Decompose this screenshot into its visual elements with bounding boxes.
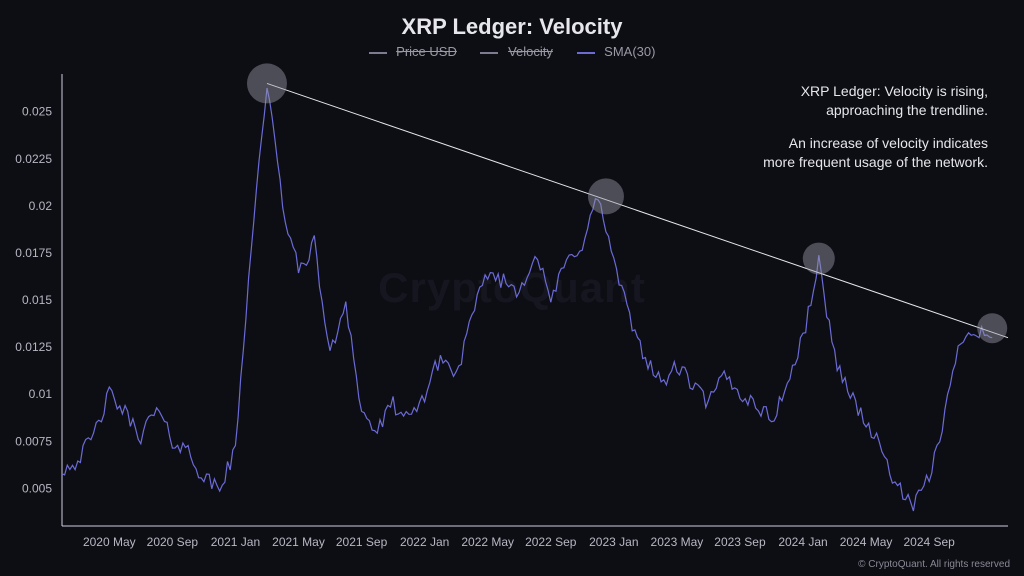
svg-text:0.0125: 0.0125 [15, 340, 52, 354]
svg-text:2020 May: 2020 May [83, 535, 136, 549]
svg-text:2022 Sep: 2022 Sep [525, 535, 577, 549]
svg-text:0.025: 0.025 [22, 105, 52, 119]
svg-text:2022 Jan: 2022 Jan [400, 535, 449, 549]
chart-container: { "title": "XRP Ledger: Velocity", "lege… [0, 0, 1024, 576]
svg-text:2021 Jan: 2021 Jan [211, 535, 260, 549]
svg-text:2024 Jan: 2024 Jan [778, 535, 827, 549]
svg-text:2024 May: 2024 May [840, 535, 893, 549]
svg-text:0.0175: 0.0175 [15, 246, 52, 260]
svg-text:2023 May: 2023 May [651, 535, 704, 549]
svg-text:2021 May: 2021 May [272, 535, 325, 549]
svg-text:0.0075: 0.0075 [15, 434, 52, 448]
svg-text:2023 Jan: 2023 Jan [589, 535, 638, 549]
svg-text:2023 Sep: 2023 Sep [714, 535, 766, 549]
svg-text:2021 Sep: 2021 Sep [336, 535, 388, 549]
svg-text:0.0225: 0.0225 [15, 152, 52, 166]
svg-text:2022 May: 2022 May [461, 535, 514, 549]
chart-svg: 0.005 0.0075 0.01 0.0125 0.015 0.0175 0.02 0.02… [0, 0, 1024, 576]
svg-text:0.01: 0.01 [29, 387, 53, 401]
copyright: © CryptoQuant. All rights reserved [858, 559, 1010, 570]
svg-text:0.005: 0.005 [22, 481, 52, 495]
svg-text:2020 Sep: 2020 Sep [147, 535, 199, 549]
svg-text:2024 Sep: 2024 Sep [903, 535, 955, 549]
svg-text:0.015: 0.015 [22, 293, 52, 307]
svg-text:0.02: 0.02 [29, 199, 53, 213]
